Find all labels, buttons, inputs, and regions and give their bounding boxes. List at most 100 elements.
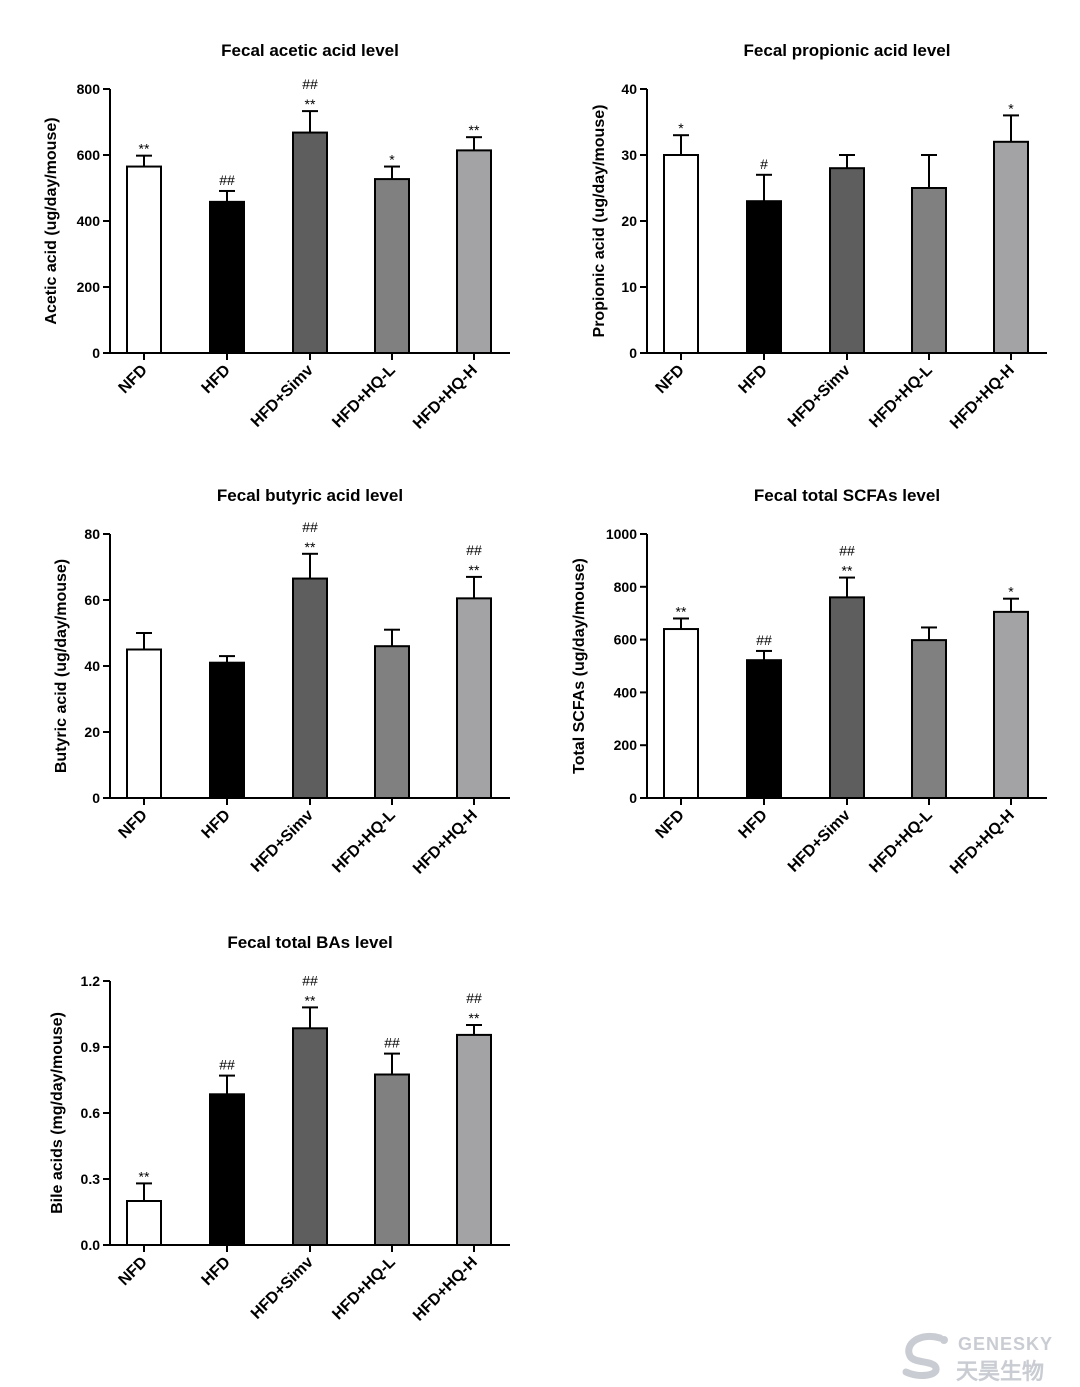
significance-label: ** xyxy=(139,1168,150,1184)
genesky-logo-icon xyxy=(902,1333,948,1379)
bar-NFD xyxy=(126,165,162,354)
significance-label: ## xyxy=(466,990,482,1006)
significance-label: * xyxy=(1008,584,1014,600)
bar-HFD+HQ-L xyxy=(374,1073,410,1246)
x-tick-label-HFD+HQ-L: HFD+HQ-L xyxy=(329,1254,399,1324)
significance-label: ** xyxy=(139,141,150,157)
y-tick-label: 60 xyxy=(84,592,100,608)
x-tick-label-HFD+HQ-L: HFD+HQ-L xyxy=(866,362,936,432)
x-tick-label-HFD: HFD xyxy=(199,1254,234,1289)
x-tick-label-HFD+HQ-L: HFD+HQ-L xyxy=(329,362,399,432)
x-tick-label-HFD+Simv: HFD+Simv xyxy=(785,362,854,431)
bar-HFD+Simv xyxy=(292,131,328,354)
chart-panel-2: Fecal propionic acid level Propionic acid… xyxy=(591,41,1047,433)
significance-label: * xyxy=(1008,100,1014,116)
y-tick-label: 600 xyxy=(614,632,638,648)
y-tick-label: 0.3 xyxy=(81,1171,101,1187)
x-tick-label-NFD: NFD xyxy=(653,362,688,397)
x-tick-label-HFD+HQ-L: HFD+HQ-L xyxy=(866,807,936,877)
x-tick-label-HFD+HQ-H: HFD+HQ-H xyxy=(410,1254,481,1325)
y-tick-label: 1000 xyxy=(606,526,637,542)
chart-title: Fecal total SCFAs level xyxy=(754,486,940,505)
chart-title: Fecal butyric acid level xyxy=(217,486,403,505)
significance-label: ** xyxy=(469,1010,480,1026)
y-axis-label: Total SCFAs (ug/day/mouse) xyxy=(571,558,588,774)
y-tick-label: 400 xyxy=(614,684,638,700)
bar-HFD+HQ-L xyxy=(374,178,410,354)
bar-HFD xyxy=(209,1093,245,1247)
y-axis-label: Bile acids (mg/day/mouse) xyxy=(49,1012,66,1214)
y-tick-label: 10 xyxy=(621,279,637,295)
x-tick-label-NFD: NFD xyxy=(116,362,151,397)
significance-label: ** xyxy=(842,563,853,579)
bar-HFD+HQ-H xyxy=(456,149,492,354)
y-tick-label: 0 xyxy=(92,345,100,361)
bar-HFD+HQ-H xyxy=(456,597,492,799)
significance-label: ## xyxy=(302,972,318,988)
bar-HFD+HQ-L xyxy=(911,639,947,799)
bar-HFD+Simv xyxy=(829,167,865,354)
bar-HFD+HQ-H xyxy=(456,1033,492,1247)
y-axis-label: Butyric acid (ug/day/mouse) xyxy=(53,559,70,773)
y-tick-label: 0 xyxy=(92,790,100,806)
bar-HFD xyxy=(209,200,245,354)
significance-label: ## xyxy=(384,1035,400,1051)
y-tick-label: 80 xyxy=(84,526,100,542)
chart-panel-3: Fecal butyric acid level Butyric acid (ug… xyxy=(53,486,510,878)
bar-HFD+HQ-L xyxy=(374,645,410,800)
x-tick-label-HFD: HFD xyxy=(736,807,771,842)
y-tick-label: 800 xyxy=(77,81,101,97)
significance-label: * xyxy=(678,120,684,136)
x-tick-label-HFD: HFD xyxy=(199,362,234,397)
bar-NFD xyxy=(126,648,162,799)
bar-HFD xyxy=(746,659,782,800)
bar-NFD xyxy=(126,1200,162,1246)
y-tick-label: 200 xyxy=(614,737,638,753)
significance-label: ## xyxy=(756,632,772,648)
y-tick-label: 20 xyxy=(621,213,637,229)
y-tick-label: 200 xyxy=(77,279,101,295)
bar-NFD xyxy=(663,154,699,354)
bar-HFD+HQ-L xyxy=(911,187,947,354)
bar-NFD xyxy=(663,628,699,799)
genesky-watermark: GENESKY 天昊生物 xyxy=(900,1330,1070,1385)
y-tick-label: 800 xyxy=(614,579,638,595)
x-tick-label-HFD+HQ-L: HFD+HQ-L xyxy=(329,807,399,877)
significance-label: ## xyxy=(466,542,482,558)
bar-HFD xyxy=(209,661,245,800)
y-tick-label: 40 xyxy=(84,658,100,674)
chart-panel-1: Fecal acetic acid level Acetic acid (ug/d… xyxy=(43,41,510,433)
bar-HFD+HQ-H xyxy=(993,140,1029,354)
bar-HFD+Simv xyxy=(292,577,328,799)
significance-label: ** xyxy=(305,96,316,112)
y-tick-label: 0.6 xyxy=(81,1105,101,1121)
y-tick-label: 1.2 xyxy=(81,973,101,989)
y-tick-label: 0.9 xyxy=(81,1039,101,1055)
x-tick-label-HFD+Simv: HFD+Simv xyxy=(248,1254,317,1323)
y-tick-label: 0 xyxy=(629,345,637,361)
x-tick-label-HFD+HQ-H: HFD+HQ-H xyxy=(410,362,481,433)
bar-HFD xyxy=(746,200,782,354)
significance-label: ** xyxy=(676,603,687,619)
significance-label: ## xyxy=(302,76,318,92)
x-tick-label-HFD+HQ-H: HFD+HQ-H xyxy=(947,807,1018,878)
bar-HFD+HQ-H xyxy=(993,610,1029,799)
significance-label: ** xyxy=(469,562,480,578)
significance-label: ** xyxy=(305,539,316,555)
y-tick-label: 40 xyxy=(621,81,637,97)
y-axis-label: Acetic acid (ug/day/mouse) xyxy=(43,117,60,324)
significance-label: ## xyxy=(219,172,235,188)
significance-label: ## xyxy=(839,543,855,559)
chart-panel-4: Fecal total SCFAs level Total SCFAs (ug/d… xyxy=(571,486,1047,878)
watermark-text-en: GENESKY xyxy=(958,1334,1054,1354)
y-tick-label: 400 xyxy=(77,213,101,229)
y-tick-label: 600 xyxy=(77,147,101,163)
significance-label: ## xyxy=(302,519,318,535)
significance-label: ** xyxy=(469,122,480,138)
chart-title: Fecal total BAs level xyxy=(227,933,392,952)
significance-label: # xyxy=(760,156,768,172)
y-tick-label: 0 xyxy=(629,790,637,806)
chart-title: Fecal acetic acid level xyxy=(221,41,399,60)
x-tick-label-NFD: NFD xyxy=(116,807,151,842)
